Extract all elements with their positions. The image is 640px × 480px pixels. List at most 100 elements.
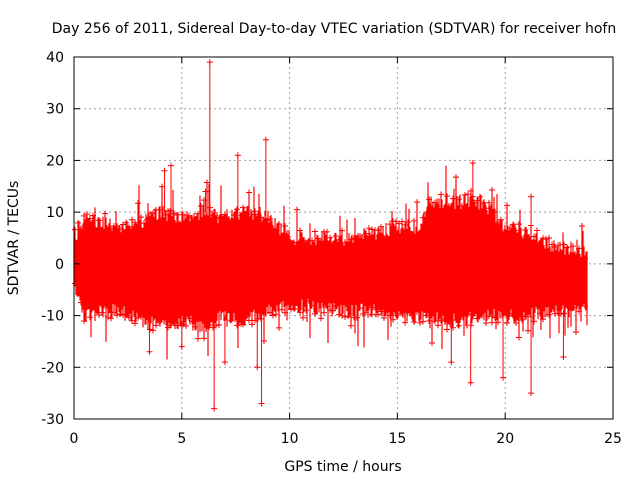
data-point bbox=[84, 211, 90, 218]
data-point bbox=[522, 227, 528, 234]
data-point bbox=[378, 308, 384, 315]
data-point bbox=[483, 320, 489, 327]
data-point bbox=[420, 318, 426, 325]
data-point bbox=[426, 317, 432, 324]
data-point bbox=[75, 219, 81, 226]
data-point bbox=[540, 235, 546, 242]
outlier-point bbox=[161, 167, 168, 174]
x-tick-label: 10 bbox=[281, 431, 299, 447]
data-point bbox=[414, 199, 420, 206]
outlier-point bbox=[146, 348, 153, 355]
data-point bbox=[309, 237, 315, 244]
data-point bbox=[564, 244, 570, 251]
data-point bbox=[555, 310, 561, 317]
data-point bbox=[99, 309, 105, 316]
data-point bbox=[516, 334, 522, 341]
outlier-point bbox=[469, 193, 476, 200]
data-point bbox=[258, 315, 264, 322]
data-point bbox=[375, 227, 381, 234]
data-point bbox=[570, 243, 576, 250]
data-point bbox=[504, 202, 510, 209]
data-point bbox=[435, 203, 441, 210]
data-point bbox=[540, 316, 546, 323]
data-point bbox=[390, 316, 396, 323]
data-point bbox=[339, 312, 345, 319]
data-point bbox=[180, 321, 186, 328]
data-point bbox=[570, 304, 576, 311]
y-tick-label: -20 bbox=[41, 360, 64, 376]
data-point bbox=[333, 233, 339, 240]
data-point bbox=[438, 191, 444, 198]
data-point bbox=[339, 227, 345, 234]
data-point bbox=[171, 210, 177, 217]
data-point bbox=[354, 314, 360, 321]
data-point bbox=[375, 311, 381, 318]
data-point bbox=[504, 319, 510, 326]
data-point bbox=[132, 320, 138, 327]
y-tick-label: -10 bbox=[41, 309, 64, 325]
data-point bbox=[579, 222, 585, 229]
data-point bbox=[465, 191, 471, 198]
outlier-point bbox=[221, 359, 228, 366]
data-point bbox=[348, 236, 354, 243]
data-point bbox=[234, 322, 240, 329]
y-tick-label: 0 bbox=[55, 257, 64, 273]
data-point bbox=[357, 305, 363, 312]
data-point bbox=[276, 324, 282, 331]
data-point bbox=[303, 307, 309, 314]
outlier-point bbox=[211, 405, 218, 412]
data-point bbox=[510, 221, 516, 228]
data-point bbox=[417, 319, 423, 326]
data-point bbox=[252, 208, 258, 215]
data-point bbox=[318, 315, 324, 322]
data-point bbox=[522, 313, 528, 320]
outlier-point bbox=[469, 160, 476, 167]
data-point bbox=[429, 339, 435, 346]
data-point bbox=[381, 314, 387, 321]
outlier-point bbox=[202, 188, 209, 195]
data-point bbox=[186, 315, 192, 322]
outlier-point bbox=[448, 359, 455, 366]
data-point bbox=[489, 319, 495, 326]
outlier-point bbox=[262, 136, 269, 143]
data-point bbox=[87, 215, 93, 222]
x-tick-label: 5 bbox=[177, 431, 186, 447]
data-point bbox=[282, 223, 288, 230]
data-point bbox=[159, 183, 165, 190]
data-point bbox=[495, 319, 501, 326]
data-point bbox=[72, 226, 78, 233]
x-tick-label: 25 bbox=[604, 431, 622, 447]
data-point bbox=[561, 241, 567, 248]
data-point bbox=[474, 197, 480, 204]
data-point bbox=[348, 322, 354, 329]
y-tick-label: 30 bbox=[46, 102, 64, 118]
data-point bbox=[201, 197, 207, 204]
data-point bbox=[267, 216, 273, 223]
data-point bbox=[546, 235, 552, 242]
data-point bbox=[129, 216, 135, 223]
data-point bbox=[366, 225, 372, 232]
data-point bbox=[462, 191, 468, 198]
data-point bbox=[153, 322, 159, 329]
outlier-point bbox=[254, 364, 261, 371]
data-point bbox=[516, 221, 522, 228]
data-point bbox=[546, 311, 552, 318]
data-point bbox=[114, 312, 120, 319]
data-point bbox=[216, 321, 222, 328]
data-point bbox=[444, 326, 450, 333]
data-point bbox=[96, 217, 102, 224]
outlier-point bbox=[206, 59, 213, 66]
data-point bbox=[345, 313, 351, 320]
data-point bbox=[129, 317, 135, 324]
data-point bbox=[543, 236, 549, 243]
data-point bbox=[138, 214, 144, 221]
data-point bbox=[534, 227, 540, 234]
outlier-point bbox=[258, 400, 265, 407]
data-point bbox=[264, 217, 270, 224]
x-tick-label: 20 bbox=[496, 431, 514, 447]
data-point bbox=[435, 322, 441, 329]
data-point bbox=[525, 327, 531, 334]
data-point bbox=[123, 219, 129, 226]
data-point bbox=[192, 323, 198, 330]
data-point bbox=[105, 314, 111, 321]
